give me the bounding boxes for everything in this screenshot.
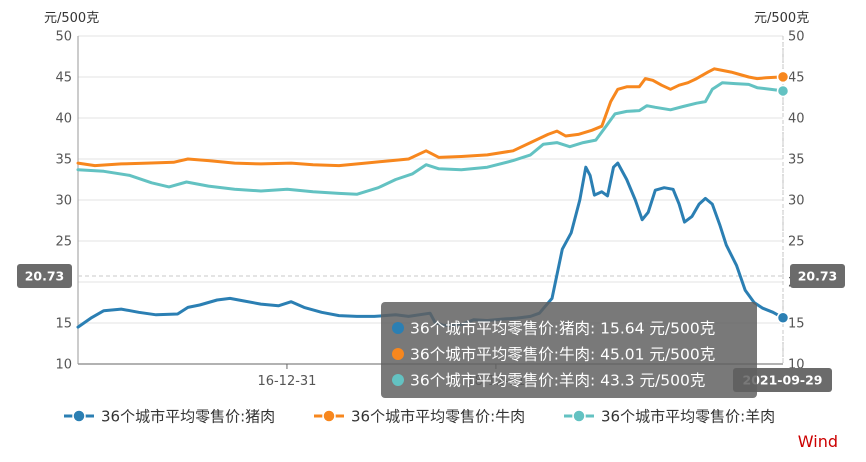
y-tick-label-left: 40 bbox=[55, 112, 72, 127]
y-tick-label-right: 15 bbox=[788, 317, 805, 332]
series-lines[interactable] bbox=[76, 67, 785, 329]
y-ticks-right: 101520253035404550 bbox=[788, 30, 805, 373]
legend-swatch-dot bbox=[72, 409, 86, 423]
y-tick-label-right: 45 bbox=[788, 71, 805, 86]
y-tick-label-left: 25 bbox=[55, 235, 72, 250]
grid-lines bbox=[78, 35, 783, 324]
y-tick-label-left: 50 bbox=[55, 30, 72, 45]
y-tick-label-left: 15 bbox=[55, 317, 72, 332]
y-tick-label-left: 35 bbox=[55, 153, 72, 168]
y-pointer-left: 20.73 bbox=[17, 264, 72, 289]
y-pointer-right-box bbox=[790, 264, 845, 289]
x-tick-label: 16-12-31 bbox=[257, 374, 316, 389]
source-label: Wind bbox=[798, 432, 838, 451]
series-line-2[interactable] bbox=[76, 81, 785, 196]
y-ticks-left: 101520253035404550 bbox=[55, 30, 72, 373]
x-pointer: 2021-09-29 bbox=[733, 368, 832, 392]
y-pointer-left-text: 20.73 bbox=[25, 269, 65, 284]
tooltip-row-0: 36个城市平均零售价:猪肉: 15.64 元/500克 bbox=[410, 320, 715, 338]
legend-item-1[interactable]: 36个城市平均零售价:牛肉 bbox=[314, 408, 525, 426]
legend-label: 36个城市平均零售价:牛肉 bbox=[351, 408, 525, 426]
legend-label: 36个城市平均零售价:猪肉 bbox=[101, 408, 275, 426]
y-tick-label-right: 35 bbox=[788, 153, 805, 168]
legend-label: 36个城市平均零售价:羊肉 bbox=[601, 408, 775, 426]
series-line-1[interactable] bbox=[76, 67, 785, 168]
series-end-markers bbox=[776, 70, 790, 325]
crosshair bbox=[78, 36, 784, 364]
legend-swatch-dot bbox=[572, 409, 586, 423]
tooltip-swatch-2 bbox=[392, 374, 404, 386]
x-pointer-text: 2021-09-29 bbox=[743, 373, 823, 388]
y-pointer-right-text: 20.73 bbox=[798, 269, 838, 284]
legend-item-0[interactable]: 36个城市平均零售价:猪肉 bbox=[64, 408, 275, 426]
crosshair-pointers: 20.73 20.73 2021-09-29 bbox=[17, 264, 845, 392]
legend-swatch-dot bbox=[322, 409, 336, 423]
legend-item-2[interactable]: 36个城市平均零售价:羊肉 bbox=[564, 408, 775, 426]
end-marker-2 bbox=[776, 84, 790, 98]
y-unit-left: 元/500克 bbox=[44, 11, 99, 26]
tooltip-swatch-1 bbox=[392, 348, 404, 360]
tooltip: 36个城市平均零售价:猪肉: 15.64 元/500克 36个城市平均零售价:牛肉… bbox=[381, 302, 757, 398]
tooltip-row-2: 36个城市平均零售价:羊肉: 43.3 元/500克 bbox=[410, 372, 705, 390]
y-tick-label-left: 30 bbox=[55, 194, 72, 209]
y-unit-right: 元/500克 bbox=[754, 11, 809, 26]
y-pointer-right: 20.73 bbox=[790, 264, 845, 289]
y-tick-label-right: 50 bbox=[788, 30, 805, 45]
end-marker-1 bbox=[776, 70, 790, 84]
y-tick-label-right: 30 bbox=[788, 194, 805, 209]
y-tick-label-right: 25 bbox=[788, 235, 805, 250]
legend[interactable]: 36个城市平均零售价:猪肉 36个城市平均零售价:牛肉 36个城市平均零售价:羊肉 bbox=[64, 408, 775, 426]
x-pointer-box bbox=[733, 368, 832, 392]
tooltip-swatch-0 bbox=[392, 322, 404, 334]
y-tick-label-left: 10 bbox=[55, 358, 72, 373]
y-pointer-left-box bbox=[17, 264, 72, 289]
tooltip-box bbox=[381, 302, 757, 398]
y-tick-label-left: 45 bbox=[55, 71, 72, 86]
end-marker-0 bbox=[776, 311, 790, 325]
tooltip-row-1: 36个城市平均零售价:牛肉: 45.01 元/500克 bbox=[410, 346, 715, 364]
y-tick-label-right: 40 bbox=[788, 112, 805, 127]
